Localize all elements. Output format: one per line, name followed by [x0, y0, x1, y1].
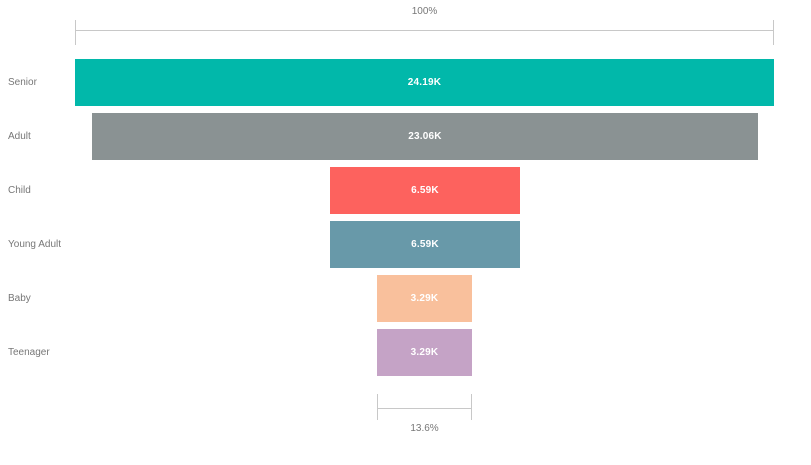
max-percent-label: 100%	[411, 6, 438, 17]
category-label: Teenager	[8, 347, 50, 358]
funnel-bar[interactable]: 3.29K	[377, 329, 472, 376]
funnel-bar[interactable]: 24.19K	[75, 59, 774, 106]
bar-value-label: 23.06K	[408, 131, 442, 142]
bar-value-label: 6.59K	[411, 239, 439, 250]
max-percent-bracket	[75, 20, 774, 45]
min-percent-bracket	[377, 394, 472, 420]
category-label: Senior	[8, 77, 37, 88]
bracket-line	[76, 30, 773, 31]
min-percent-label: 13.6%	[410, 423, 439, 434]
bracket-line	[378, 408, 471, 409]
category-label: Young Adult	[8, 239, 62, 250]
bar-value-label: 6.59K	[411, 185, 439, 196]
category-label: Child	[8, 185, 31, 196]
funnel-bar[interactable]: 23.06K	[92, 113, 758, 160]
funnel-bar[interactable]: 6.59K	[330, 167, 520, 214]
funnel-bar[interactable]: 3.29K	[377, 275, 472, 322]
bar-value-label: 3.29K	[410, 293, 439, 304]
bar-value-label: 3.29K	[410, 347, 439, 358]
funnel-bar[interactable]: 6.59K	[330, 221, 520, 268]
bar-value-label: 24.19K	[407, 77, 442, 88]
category-label: Adult	[8, 131, 31, 142]
category-label: Baby	[8, 293, 31, 304]
